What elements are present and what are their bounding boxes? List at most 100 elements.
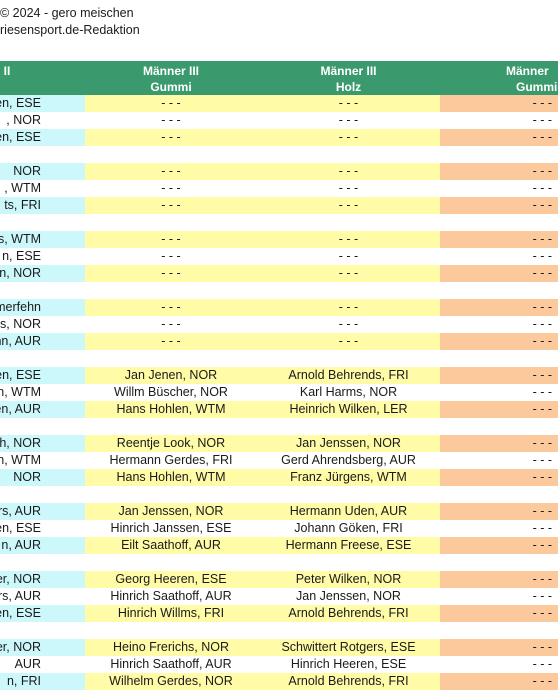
table-row: erumerfehn - - - - - - - - - — [0, 299, 558, 316]
table-cell: - - - — [440, 231, 558, 248]
table-cell: - - - — [85, 129, 257, 146]
table-cell: ts, FRI — [0, 197, 85, 214]
cell-text: - - - — [161, 266, 181, 280]
table-cell: - - - — [440, 537, 558, 554]
cell-text: en, ESE — [0, 96, 41, 110]
cell-text: Hermann Uden, AUR — [289, 504, 408, 518]
table-cell: - - - — [257, 299, 440, 316]
cell-text: ts, FRI — [4, 198, 41, 212]
table-cell: nn, AUR — [0, 333, 85, 350]
cell-text: NOR — [13, 470, 41, 484]
group-spacer — [0, 486, 558, 503]
cell-text: - - - — [532, 368, 552, 382]
table-row: ts, FRI - - - - - - - - - — [0, 197, 558, 214]
cell-text: - - - — [532, 232, 552, 246]
table-cell: - - - — [257, 163, 440, 180]
group-spacer — [0, 554, 558, 571]
table-cell: Hinrich Saathoff, AUR — [85, 588, 257, 605]
table-cell: - - - — [85, 248, 257, 265]
table-cell: - - - — [440, 248, 558, 265]
cell-text: en, ESE — [0, 368, 41, 382]
cell-text: - - - — [532, 130, 552, 144]
table-row: NOR Hans Hohlen, WTM Franz Jürgens, WTM - -… — [0, 469, 558, 486]
table-cell: üschen, WTM — [0, 384, 85, 401]
table-cell: - - - — [440, 163, 558, 180]
cell-text: Heinrich Wilken, LER — [289, 402, 408, 416]
cell-text: - - - — [161, 164, 181, 178]
cell-text: - - - — [532, 164, 552, 178]
cell-text: - - - — [532, 572, 552, 586]
table-cell: Hermann Uden, AUR — [257, 503, 440, 520]
table-cell: - - - — [85, 197, 257, 214]
cell-text: - - - — [532, 470, 552, 484]
table-row: AUR Hinrich Saathoff, AUR Hinrich Heeren, … — [0, 656, 558, 673]
cell-text: en, ESE — [0, 606, 41, 620]
table-row: nn, AUR - - - - - - - - - — [0, 333, 558, 350]
cell-text: Heino Frerichs, NOR — [113, 640, 229, 654]
cell-text: Reentje Look, NOR — [116, 436, 226, 450]
table-row: , NOR - - - - - - - - - — [0, 112, 558, 129]
table-row: en, ESE Hinrich Janssen, ESE Johann Göken,… — [0, 520, 558, 537]
table-cell: - - - — [440, 435, 558, 452]
table-cell: - - - — [257, 95, 440, 112]
cell-text: , WTM — [4, 181, 41, 195]
table-cell: en, NOR — [0, 265, 85, 282]
cell-text: - - - — [338, 198, 359, 212]
cell-text: Franz Jürgens, WTM — [290, 470, 407, 484]
table-cell: Wilhelm Gerdes, NOR — [85, 673, 257, 690]
table-row: en, ESE Jan Jenen, NOR Arnold Behrends, FR… — [0, 367, 558, 384]
column-header-0: II — [3, 64, 11, 78]
cell-text: - - - — [532, 300, 552, 314]
cell-text: Hinrich Willms, FRI — [117, 606, 225, 620]
group-spacer — [0, 622, 558, 639]
table-cell: - - - — [85, 333, 257, 350]
table-cell: Hinrich Willms, FRI — [85, 605, 257, 622]
cell-text: - - - — [338, 317, 359, 331]
table-row: rs, AUR Jan Jenssen, NOR Hermann Uden, AUR… — [0, 503, 558, 520]
table-cell: Jan Jenssen, NOR — [257, 588, 440, 605]
cell-text: - - - — [161, 249, 181, 263]
table-cell: - - - — [257, 265, 440, 282]
table-cell: erumerfehn — [0, 299, 85, 316]
cell-text: - - - — [532, 453, 552, 467]
cell-text: - - - — [532, 96, 552, 110]
table-cell: - - - — [440, 673, 558, 690]
table-row: en, ESE Hinrich Willms, FRI Arnold Behrend… — [0, 605, 558, 622]
table-cell: efs, WTM — [0, 231, 85, 248]
cell-text: - - - — [532, 521, 552, 535]
table-row: len, AUR Hans Hohlen, WTM Heinrich Wilken,… — [0, 401, 558, 418]
table-cell: en, ESE — [0, 605, 85, 622]
cell-text: - - - — [338, 96, 359, 110]
group-spacer — [0, 146, 558, 163]
cell-text: Jan Jenssen, NOR — [118, 504, 224, 518]
table-cell: - - - — [85, 231, 257, 248]
table-cell: - - - — [85, 316, 257, 333]
cell-text: - - - — [338, 249, 359, 263]
cell-text: - - - — [532, 334, 552, 348]
cell-text: - - - — [532, 266, 552, 280]
table-cell: - - - — [440, 316, 558, 333]
cell-text: - - - — [338, 130, 359, 144]
table-cell: Hermann Gerdes, FRI — [85, 452, 257, 469]
table-cell: - - - — [85, 95, 257, 112]
cell-text: - - - — [532, 504, 552, 518]
cell-text: - - - — [338, 300, 359, 314]
table-row: n, FRI Wilhelm Gerdes, NOR Arnold Behrends… — [0, 673, 558, 690]
table-cell: en, ESE — [0, 520, 85, 537]
table-row: üschen, WTM Willm Büscher, NOR Karl Harms,… — [0, 384, 558, 401]
group-spacer — [0, 418, 558, 435]
table-cell: Willm Büscher, NOR — [85, 384, 257, 401]
cell-text: Hinrich Janssen, ESE — [110, 521, 232, 535]
cell-text: Hinrich Heeren, ESE — [290, 657, 407, 671]
cell-text: er, NOR — [0, 572, 41, 586]
table-cell: - - - — [257, 333, 440, 350]
cell-text: - - - — [161, 300, 181, 314]
cell-text: - - - — [532, 317, 552, 331]
cell-text: s, NOR — [0, 317, 41, 331]
cell-text: - - - — [532, 385, 552, 399]
table-cell: Hans Hohlen, WTM — [85, 401, 257, 418]
table-cell: Hans Hohlen, WTM — [85, 469, 257, 486]
cell-text: en, NOR — [0, 266, 41, 280]
cell-text: - - - — [532, 113, 552, 127]
table-cell: th, NOR — [0, 435, 85, 452]
